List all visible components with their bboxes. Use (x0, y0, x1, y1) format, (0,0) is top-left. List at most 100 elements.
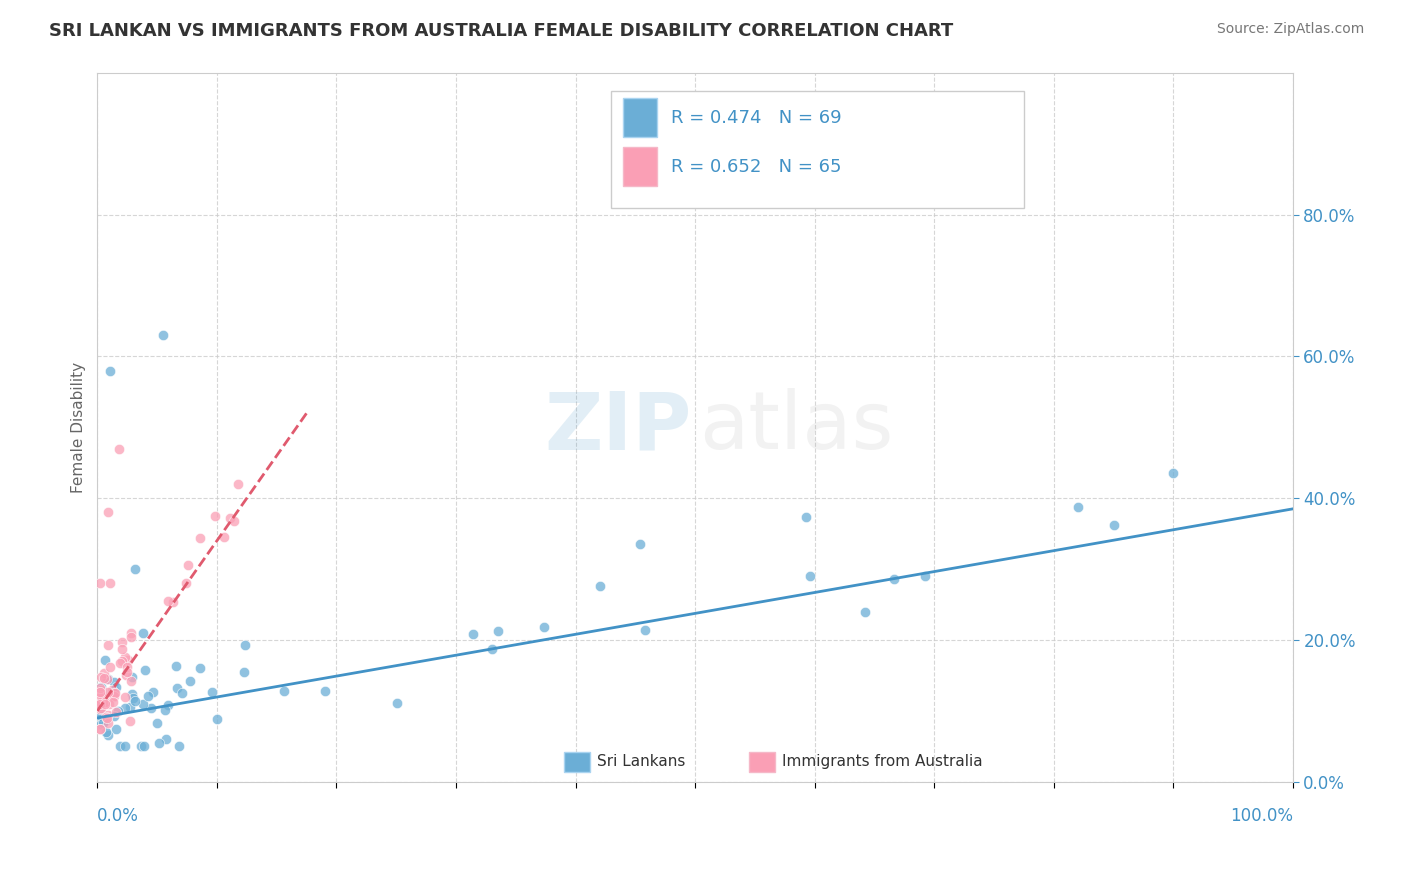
Point (103, 674, 125, 689)
Point (853, 605, 876, 619)
Point (89, 702, 111, 716)
Point (634, 623, 657, 637)
Point (233, 665, 256, 679)
Point (387, 697, 409, 711)
Point (97, 684, 120, 698)
Point (103, 690, 125, 704)
Point (90, 690, 112, 704)
Point (96, 672, 118, 686)
Point (103, 686, 125, 700)
Point (129, 739, 152, 754)
Point (101, 683, 124, 698)
Point (114, 739, 136, 754)
Point (224, 514, 246, 528)
Point (89, 681, 111, 696)
Point (201, 685, 224, 699)
Point (481, 642, 503, 657)
Point (170, 686, 193, 700)
Point (167, 739, 190, 754)
Point (108, 656, 131, 670)
Text: Immigrants from Australia: Immigrants from Australia (782, 755, 983, 770)
Point (148, 736, 170, 750)
Point (97, 505, 120, 519)
Point (152, 328, 174, 343)
Point (114, 690, 136, 705)
Point (103, 709, 125, 723)
Point (118, 714, 141, 728)
Text: SRI LANKAN VS IMMIGRANTS FROM AUSTRALIA FEMALE DISABILITY CORRELATION CHART: SRI LANKAN VS IMMIGRANTS FROM AUSTRALIA … (49, 22, 953, 40)
Point (134, 663, 156, 677)
Text: 100.0%: 100.0% (1230, 806, 1294, 825)
Point (914, 569, 936, 583)
Point (89, 576, 111, 591)
Point (89, 723, 111, 737)
Point (794, 509, 817, 524)
Point (98, 659, 121, 673)
Point (89, 722, 111, 736)
FancyBboxPatch shape (612, 91, 1024, 208)
Point (883, 572, 905, 586)
Point (166, 681, 188, 695)
Point (94, 710, 117, 724)
Y-axis label: Female Disability: Female Disability (72, 362, 86, 493)
Point (105, 681, 128, 695)
Point (157, 594, 180, 608)
Point (218, 511, 240, 525)
Point (146, 715, 169, 730)
Point (107, 442, 129, 456)
Point (162, 595, 184, 609)
Point (90, 706, 112, 721)
Point (273, 684, 295, 698)
Point (108, 739, 131, 754)
Point (93, 653, 115, 667)
Point (1163, 466, 1185, 480)
Point (176, 558, 198, 572)
Point (131, 625, 153, 640)
Point (139, 700, 162, 714)
Point (204, 509, 226, 524)
Point (1102, 518, 1125, 533)
Point (90, 680, 112, 694)
Point (533, 620, 555, 634)
Point (98, 364, 121, 378)
Point (90, 701, 112, 715)
Point (101, 694, 124, 708)
Point (117, 653, 139, 667)
FancyBboxPatch shape (749, 752, 775, 772)
Point (90, 687, 112, 701)
Point (111, 635, 134, 649)
Point (94, 695, 117, 709)
Point (134, 739, 156, 754)
Point (117, 665, 139, 680)
Point (97, 728, 120, 742)
Text: 0.0%: 0.0% (97, 806, 139, 825)
Point (103, 689, 125, 703)
Point (111, 641, 134, 656)
Point (132, 697, 155, 711)
Point (97, 673, 120, 687)
Point (91, 716, 114, 731)
Point (188, 661, 211, 675)
Point (89, 685, 111, 699)
Point (114, 649, 136, 664)
Point (89, 697, 111, 711)
Point (97, 716, 120, 731)
Point (176, 576, 198, 591)
Text: atlas: atlas (699, 388, 893, 467)
Text: ZIP: ZIP (544, 388, 692, 467)
Point (97, 708, 120, 723)
Point (90, 670, 112, 684)
Point (90, 717, 112, 731)
Point (155, 731, 177, 746)
Point (96, 711, 118, 725)
Point (96, 713, 118, 727)
Point (89, 685, 111, 699)
Point (120, 631, 142, 645)
Point (90, 689, 112, 703)
Point (589, 579, 612, 593)
Point (124, 694, 146, 708)
Point (179, 673, 201, 688)
Point (104, 722, 127, 736)
Point (121, 687, 143, 701)
Point (142, 685, 165, 699)
